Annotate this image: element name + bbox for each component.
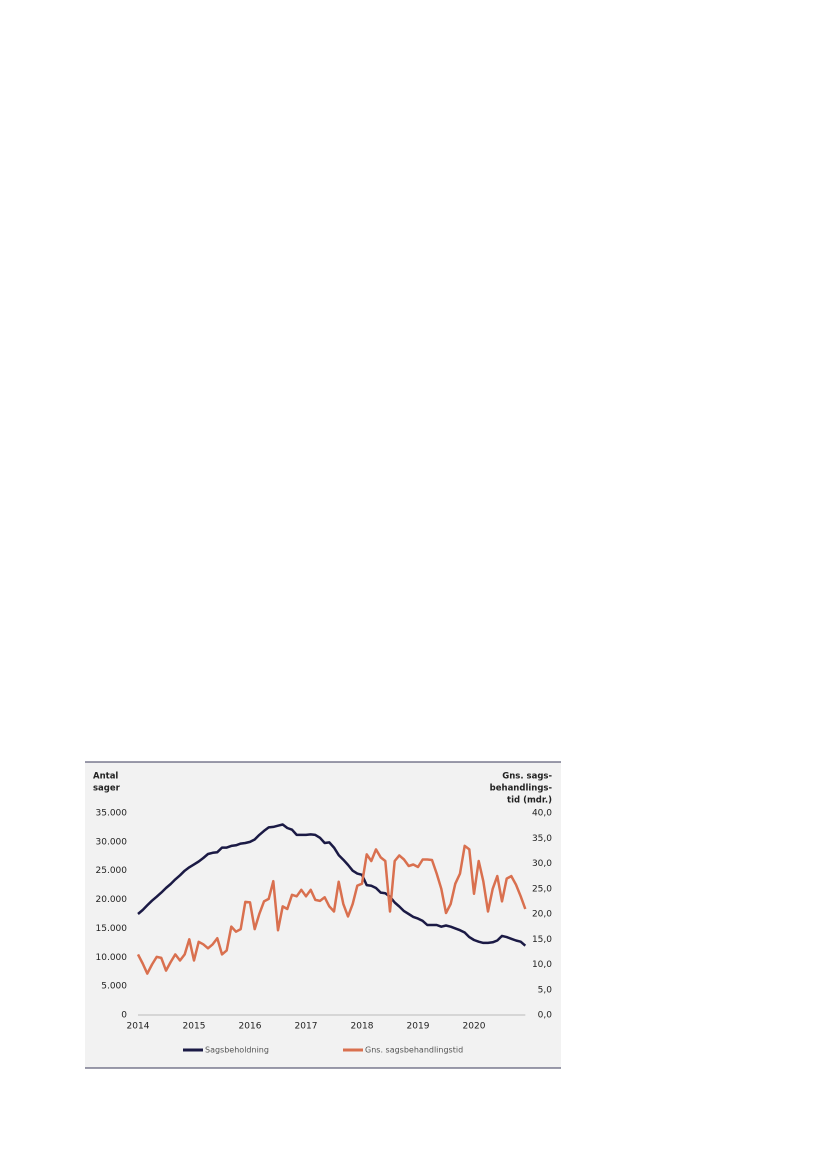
x-tick-label: 2016 [239,1022,262,1032]
y2-tick-label: 15,0 [532,935,552,945]
y2-tick-label: 40,0 [532,809,552,819]
y-tick-label: 10.000 [96,953,128,963]
y-tick-label: 20.000 [96,895,128,905]
y2-tick-label: 25,0 [532,884,552,894]
chart-background [85,762,561,1068]
y-tick-label: 30.000 [96,837,128,847]
series-line [136,844,527,975]
y2-tick-label: 10,0 [532,960,552,970]
legend-label: Sagsbeholdning [205,1046,269,1055]
x-tick-label: 2020 [463,1022,486,1032]
x-tick-label: 2019 [407,1022,430,1032]
y2-axis-label: Gns. sags- [502,772,552,782]
y2-tick-label: 30,0 [532,859,552,869]
y2-axis-label: tid (mdr.) [507,796,552,806]
y-tick-label: 0 [121,1011,127,1021]
y-tick-label: 25.000 [96,866,128,876]
x-tick-label: 2014 [127,1022,150,1032]
x-tick-label: 2018 [351,1022,374,1032]
y2-tick-label: 5,0 [538,985,553,995]
y2-tick-label: 20,0 [532,910,552,920]
series-line [137,823,527,947]
x-tick-label: 2015 [183,1022,206,1032]
y-tick-label: 35.000 [96,809,128,819]
y-tick-label: 15.000 [96,924,128,934]
legend-label: Gns. sagsbehandlingstid [365,1046,463,1055]
y2-tick-label: 0,0 [538,1011,553,1021]
y-tick-label: 5.000 [101,982,127,992]
x-tick-label: 2017 [295,1022,318,1032]
y-axis-label: Antal [93,772,118,782]
y-axis-label: sager [93,784,121,794]
y2-tick-label: 35,0 [532,834,552,844]
y2-axis-label: behandlings- [490,784,553,794]
